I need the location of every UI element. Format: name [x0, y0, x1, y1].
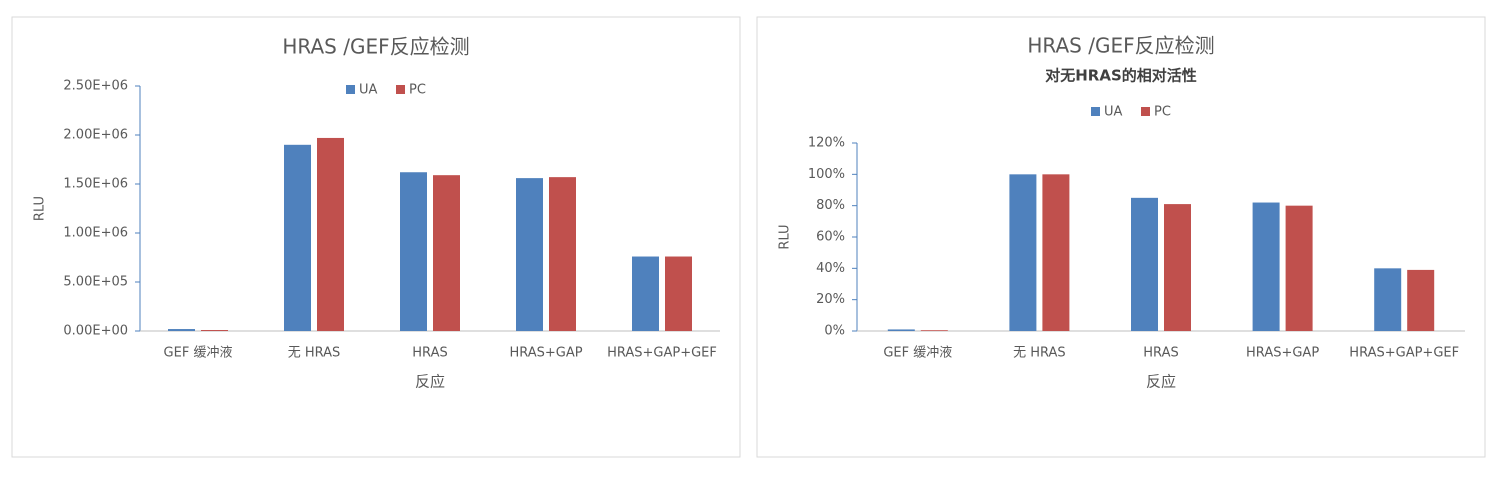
- x-tick-label: HRAS+GAP+GEF: [607, 346, 717, 361]
- bar: [284, 144, 311, 331]
- y-axis-label: RLU: [33, 196, 48, 221]
- bar: [1285, 205, 1313, 331]
- y-tick-label: 60%: [816, 230, 845, 245]
- bar: [400, 172, 427, 331]
- x-tick-label: 无 HRAS: [1013, 346, 1066, 361]
- legend-label: UA: [359, 83, 378, 98]
- bar: [1252, 202, 1280, 331]
- y-tick-label: 80%: [816, 198, 845, 213]
- bar: [1374, 268, 1402, 331]
- x-tick-label: GEF 缓冲液: [883, 346, 952, 361]
- y-tick-label: 100%: [808, 167, 845, 182]
- bar: [1164, 204, 1191, 331]
- y-tick-label: 2.50E+06: [63, 79, 128, 94]
- chart-title: HRAS /GEF反应检测: [282, 35, 469, 59]
- chart: HRAS /GEF反应检测 0.00E+00 5.00E+05 1.00E+06 1.5…: [33, 35, 720, 391]
- x-tick-label: HRAS+GAP+GEF: [1349, 346, 1459, 361]
- y-tick-label: 40%: [816, 261, 845, 276]
- x-tick-label: HRAS+GAP: [509, 346, 582, 361]
- legend-swatch: [346, 85, 355, 94]
- x-axis-label: 反应: [415, 373, 445, 391]
- y-tick-label: 20%: [816, 292, 845, 307]
- bar: [887, 329, 915, 331]
- y-axis-label: RLU: [778, 224, 793, 249]
- bar: [665, 256, 692, 331]
- bar: [549, 177, 576, 331]
- y-tick-label: 0.00E+00: [63, 324, 128, 339]
- legend-label: PC: [409, 83, 426, 98]
- y-tick-label: 1.50E+06: [63, 177, 128, 192]
- chart-title: HRAS /GEF反应检测: [1027, 34, 1214, 58]
- bar: [632, 256, 659, 331]
- x-axis-label: 反应: [1146, 373, 1176, 391]
- legend-swatch: [1091, 107, 1100, 116]
- bar: [433, 175, 460, 331]
- legend-swatch: [396, 85, 405, 94]
- x-tick-label: HRAS: [1143, 346, 1178, 361]
- legend-swatch: [1141, 107, 1150, 116]
- bar: [1009, 174, 1037, 331]
- bar: [201, 330, 228, 331]
- y-tick-label: 1.00E+06: [63, 226, 128, 241]
- x-tick-label: HRAS+GAP: [1246, 346, 1319, 361]
- chart-frame: [11, 16, 741, 458]
- bar: [317, 137, 344, 331]
- x-tick-label: GEF 缓冲液: [164, 346, 233, 361]
- legend-label: PC: [1154, 105, 1171, 120]
- bar: [168, 329, 195, 331]
- bar: [1042, 174, 1070, 331]
- legend-label: UA: [1104, 105, 1123, 120]
- y-tick-label: 120%: [808, 136, 845, 151]
- y-tick-label: 5.00E+05: [63, 275, 128, 290]
- bar: [920, 330, 948, 331]
- y-tick-label: 2.00E+06: [63, 128, 128, 143]
- y-tick-label: 0%: [824, 324, 845, 339]
- bar: [1407, 269, 1435, 331]
- x-tick-label: 无 HRAS: [288, 346, 341, 361]
- bar: [1131, 197, 1158, 331]
- chart-frame: [756, 16, 1486, 458]
- bar: [516, 178, 543, 331]
- x-tick-label: HRAS: [412, 346, 447, 361]
- chart-subtitle: 对无HRAS的相对活性: [1045, 67, 1197, 85]
